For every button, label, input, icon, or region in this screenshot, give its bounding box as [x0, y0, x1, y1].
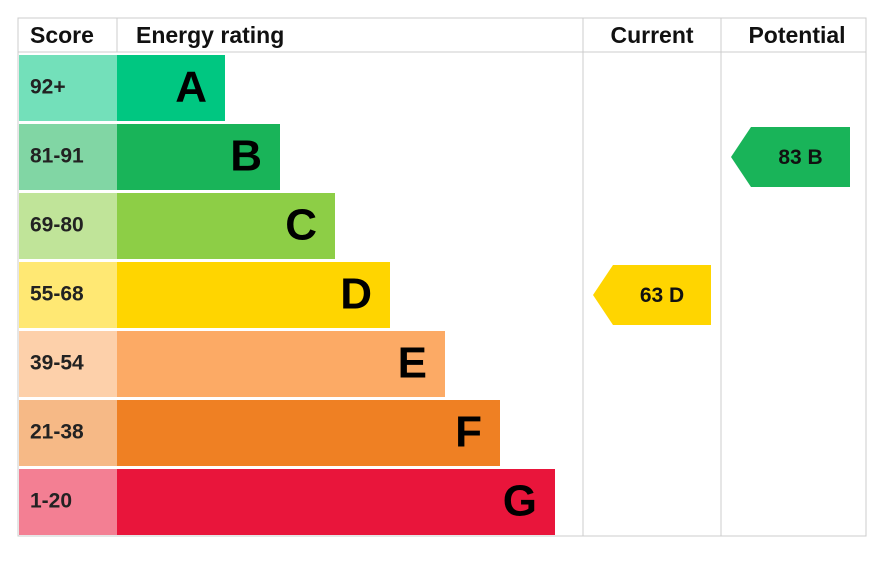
- rating-letter: A: [175, 63, 207, 112]
- score-label: 92+: [30, 76, 66, 99]
- score-cell: [19, 124, 117, 190]
- score-label: 69-80: [30, 214, 84, 237]
- rating-bar: [117, 469, 555, 535]
- rating-letter: G: [503, 477, 537, 526]
- rating-letter: E: [398, 339, 427, 388]
- score-cell: [19, 331, 117, 397]
- current-arrow: [593, 265, 711, 325]
- potential-score: 83: [778, 146, 801, 169]
- header-score: Score: [30, 22, 94, 48]
- potential-rating: B: [808, 146, 823, 169]
- score-cell: [19, 193, 117, 259]
- score-label: 21-38: [30, 421, 84, 444]
- score-label: 81-91: [30, 145, 84, 168]
- rating-letter: B: [230, 132, 262, 181]
- score-label: 39-54: [30, 352, 84, 375]
- potential-label: 83 B: [778, 146, 822, 169]
- rating-bar: [117, 262, 390, 328]
- score-label: 1-20: [30, 490, 72, 513]
- header-rating: Energy rating: [136, 22, 284, 48]
- current-rating: D: [669, 284, 684, 307]
- rating-letter: D: [340, 270, 372, 319]
- current-label: 63 D: [640, 284, 684, 307]
- rating-letter: F: [455, 408, 482, 457]
- score-label: 55-68: [30, 283, 84, 306]
- rating-bar: [117, 193, 335, 259]
- rating-letter: C: [285, 201, 317, 250]
- score-cell: [19, 262, 117, 328]
- rating-bar: [117, 55, 225, 121]
- score-cell: [19, 55, 117, 121]
- header-current: Current: [610, 22, 693, 48]
- current-score: 63: [640, 284, 663, 307]
- rating-bar: [117, 331, 445, 397]
- rating-bar: [117, 400, 500, 466]
- potential-arrow: [731, 127, 850, 187]
- rating-bar: [117, 124, 280, 190]
- header-potential: Potential: [748, 22, 845, 48]
- score-cell: [19, 469, 117, 535]
- score-cell: [19, 400, 117, 466]
